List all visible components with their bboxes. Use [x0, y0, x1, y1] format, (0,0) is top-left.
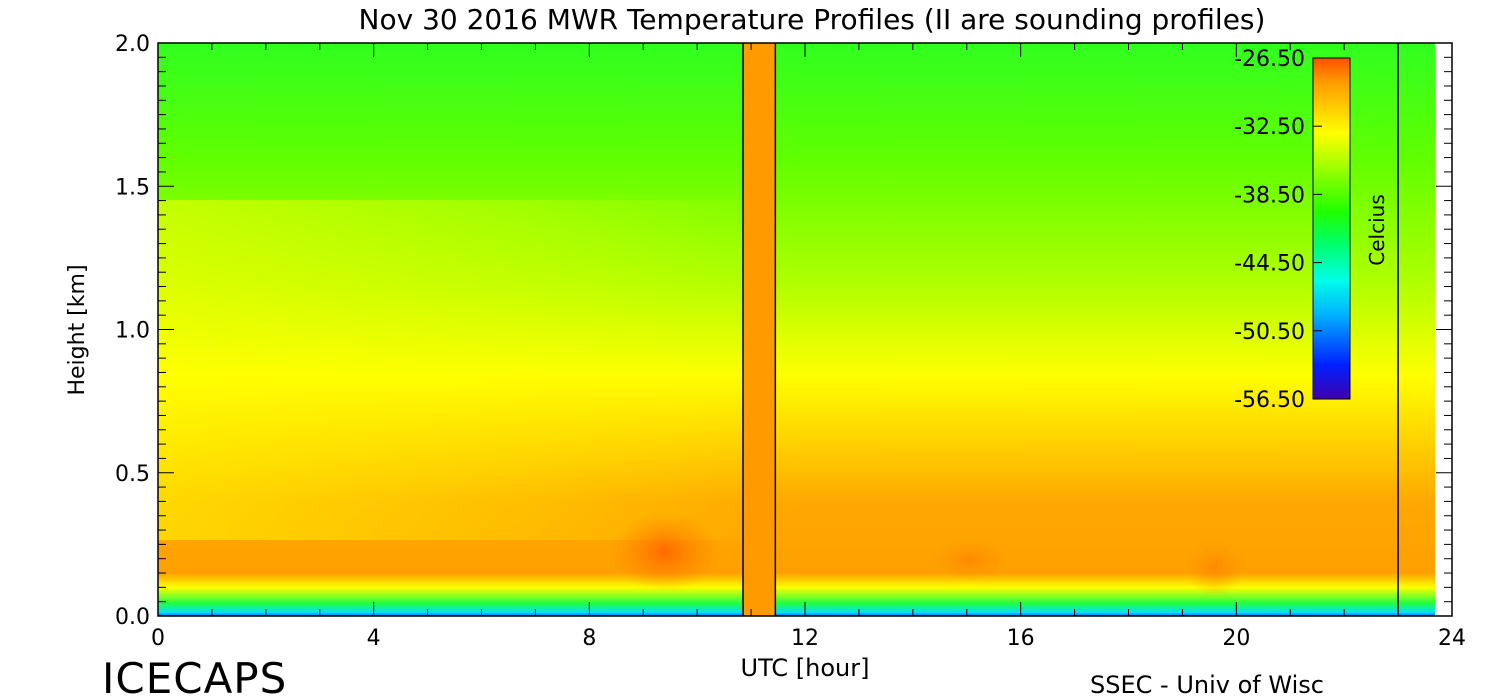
y-tick-label: 0.0	[115, 605, 150, 630]
colorbar: -26.50 -32.50 -38.50 -44.50 -50.50 -56.50 Cel…	[1234, 47, 1389, 413]
colorbar-tick-label: -32.50	[1234, 115, 1305, 140]
y-axis-label: Height [km]	[65, 264, 90, 395]
x-tick-label: 12	[791, 626, 819, 651]
x-tick-label: 4	[367, 626, 381, 651]
colorbar-tick-label: -44.50	[1234, 252, 1305, 277]
x-axis: 0 4 8 12 16 20 24	[151, 43, 1466, 651]
footer-left-logo: ICECAPS	[102, 654, 287, 700]
data-gap	[742, 43, 776, 616]
warm-core	[1185, 538, 1245, 598]
y-axis: 0.0 0.5 1.0 1.5 2.0	[115, 32, 1452, 630]
heatmap-field	[158, 43, 1435, 616]
warm-core	[610, 512, 720, 592]
colorbar-tick-label: -50.50	[1234, 320, 1305, 345]
chart-title: Nov 30 2016 MWR Temperature Profiles (II…	[359, 3, 1266, 36]
x-axis-label: UTC [hour]	[741, 654, 870, 682]
y-tick-label: 1.5	[115, 175, 150, 200]
colorbar-tick-label: -56.50	[1234, 388, 1305, 413]
y-tick-label: 2.0	[115, 32, 150, 57]
x-tick-label: 0	[151, 626, 165, 651]
x-tick-label: 20	[1222, 626, 1250, 651]
colorbar-label: Celcius	[1365, 194, 1389, 265]
colorbar-tick-label: -38.50	[1234, 183, 1305, 208]
y-tick-label: 0.5	[115, 462, 150, 487]
x-tick-label: 16	[1007, 626, 1035, 651]
x-tick-label: 24	[1438, 626, 1466, 651]
temperature-field-early-warm	[158, 200, 1435, 540]
warm-core	[930, 538, 1010, 582]
footer-right-credit: SSEC - Univ of Wisc	[1090, 671, 1324, 699]
x-tick-label: 8	[582, 626, 596, 651]
colorbar-scale	[1312, 57, 1351, 400]
y-tick-label: 1.0	[115, 319, 150, 344]
colorbar-tick-label: -26.50	[1234, 47, 1305, 72]
